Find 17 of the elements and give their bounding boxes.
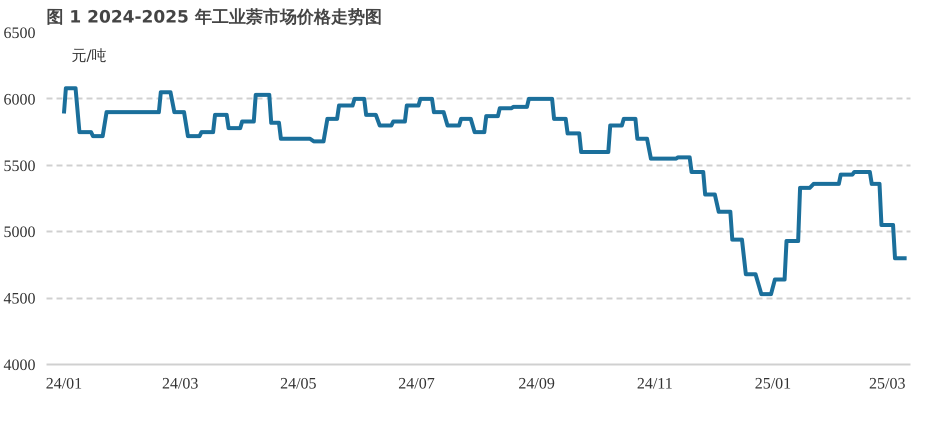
- y-tick-label: 4000: [4, 357, 36, 374]
- x-tick-label: 24/01: [46, 376, 82, 392]
- y-tick-label: 5500: [4, 158, 36, 175]
- x-tick-label: 24/11: [636, 376, 673, 392]
- x-tick-label: 25/03: [869, 376, 906, 392]
- chart-title: 图 1 2024-2025 年工业萘市场价格走势图: [46, 8, 382, 28]
- y-tick-label: 6500: [4, 25, 36, 42]
- x-tick-label: 25/01: [754, 376, 792, 392]
- x-tick-label: 24/07: [398, 376, 435, 392]
- line-series: [62, 86, 909, 296]
- y-tick-label: 6000: [4, 91, 36, 108]
- x-tick-label: 24/05: [280, 376, 317, 392]
- x-tick-label: 24/09: [518, 376, 555, 392]
- y-tick-label: 4500: [4, 290, 36, 308]
- y-axis-title: 元/吨: [72, 46, 107, 64]
- y-tick-label: 5000: [4, 224, 36, 242]
- x-tick-label: 24/03: [162, 376, 198, 392]
